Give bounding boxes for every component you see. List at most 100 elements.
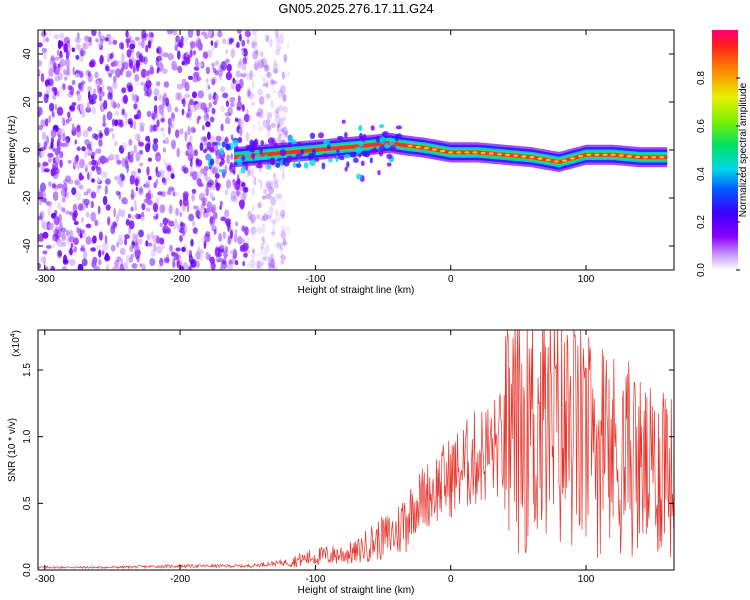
spectrogram-noise-cell [81,258,88,267]
spectrogram-noise-cell [222,38,227,45]
spectrogram-noise-cell [270,83,275,90]
spectrogram-noise-cell [85,211,90,218]
spectrogram-noise-cell [273,63,278,70]
spectrogram-noise-cell [146,233,151,241]
ridge-peak-cell [513,154,519,157]
spectrogram-noise-cell [269,80,275,86]
ridge-peak-cell [561,159,567,162]
spectrogram-noise-cell [116,59,122,69]
spectrogram-noise-cell [215,39,219,45]
y-tick-label: 20 [22,96,33,108]
spectrogram-noise-cell [127,151,131,160]
spectrogram-noise-cell [161,177,166,183]
spectrogram-noise-cell [205,78,209,83]
spectrogram-noise-cell [250,254,255,260]
spectrogram-noise-cell [117,175,121,185]
spectrogram-noise-cell [154,152,162,162]
spectrogram-noise-cell [264,64,270,72]
y-tick-label: -40 [22,238,33,253]
spectrogram-ridge-cell [252,142,257,149]
spectrogram-noise-cell [163,257,170,263]
spectrogram-noise-cell [199,142,204,152]
spectrogram-noise-cell [196,76,202,82]
spectrogram-noise-cell [251,248,255,254]
spectrogram-x-ticks: -300 -200 -100 0 100 [35,30,595,285]
spectrogram-noise-cell [208,49,212,59]
ridge-peak-cell [610,153,616,156]
spectrogram-ridge-cell [260,140,265,146]
spectrogram-noise-cell [132,232,136,242]
spectrogram-noise-cell [219,248,225,254]
spectrogram-noise-cell [203,165,209,172]
spectrogram-ridge-cell [353,157,359,163]
spectrogram-noise-cell [73,220,79,226]
spectrogram-noise-cell [83,191,89,196]
spectrogram-noise-cell [179,235,183,242]
spectrogram-noise-cell [131,92,135,102]
spectrogram-ridge-cell [311,148,316,156]
y-tick-label: 0.0 [22,563,33,577]
spectrogram-noise-cell [258,59,265,69]
spectrogram-noise-cell [246,72,250,81]
spectrogram-noise-cell [131,263,138,269]
spectrogram-noise-cell [160,118,166,123]
spectrogram-noise-cell [152,142,159,152]
spectrogram-noise-cell [128,138,133,146]
spectrogram-noise-cell [230,48,236,59]
colorbar-label: Normalized spectral amplitude [738,82,749,217]
spectrogram-noise-cell [205,251,210,261]
spectrogram-noise-cell [274,109,280,119]
spectrogram-noise-cell [108,72,112,78]
spectrogram-noise-cell [276,33,279,42]
spectrogram-noise-cell [57,72,63,81]
spectrogram-noise-cell [158,169,165,178]
spectrogram-noise-cell [235,221,239,227]
spectrogram-noise-cell [264,211,270,222]
spectrogram-noise-cell [62,83,66,91]
spectrogram-noise-cell [73,156,77,166]
spectrogram-noise-cell [65,59,70,65]
spectrogram-noise-cell [222,92,229,99]
spectrogram-noise-cell [172,190,176,197]
spectrogram-noise-cell [185,51,189,58]
spectrogram-noise-cell [110,99,116,108]
spectrogram-noise-cell [180,221,184,227]
spectrogram-noise-cell [260,242,264,250]
spectrogram-noise-cell [274,241,281,248]
spectrogram-noise-cell [268,205,274,216]
spectrogram-noise-cell [76,124,81,133]
spectrogram-noise-cell [200,234,206,244]
spectrogram-noise-cell [92,256,98,264]
spectrogram-noise-cell [40,256,45,263]
spectrogram-noise-cell [136,109,142,120]
spectrogram-noise-cell [210,40,214,46]
spectrogram-noise-cell [76,146,81,151]
spectrogram-noise-cell [182,196,189,207]
spectrogram-noise-cell [197,171,202,179]
spectrogram-noise-cell [98,249,102,258]
spectrogram-noise-cell [38,59,43,67]
spectrogram-noise-cell [59,32,65,40]
spectrogram-ridge-cell [379,145,386,152]
spectrogram-noise-cell [251,168,254,179]
spectrogram-noise-cell [200,102,207,111]
spectrogram-noise-cell [263,188,268,195]
spectrogram-noise-cell [157,265,162,270]
spectrogram-noise-cell [265,243,270,253]
ridge-peak-cell [472,151,478,154]
spectrogram-noise-cell [155,178,159,186]
spectrogram-noise-cell [273,183,279,189]
spectrogram-noise-cell [170,123,174,129]
spectrogram-noise-cell [281,213,285,220]
spectrogram-noise-cell [76,93,82,102]
spectrogram-noise-cell [274,114,281,125]
spectrogram-noise-cell [184,93,191,99]
spectrogram-noise-cell [185,55,190,63]
x-tick-label: -300 [35,574,55,585]
ridge-peak-cell [456,151,462,154]
spectrogram-noise-cell [54,226,61,232]
spectrogram-noise-cell [60,227,67,233]
spectrogram-noise-cell [149,124,154,133]
spectrogram-noise-cell [53,229,60,235]
spectrogram-noise-cell [130,253,135,258]
